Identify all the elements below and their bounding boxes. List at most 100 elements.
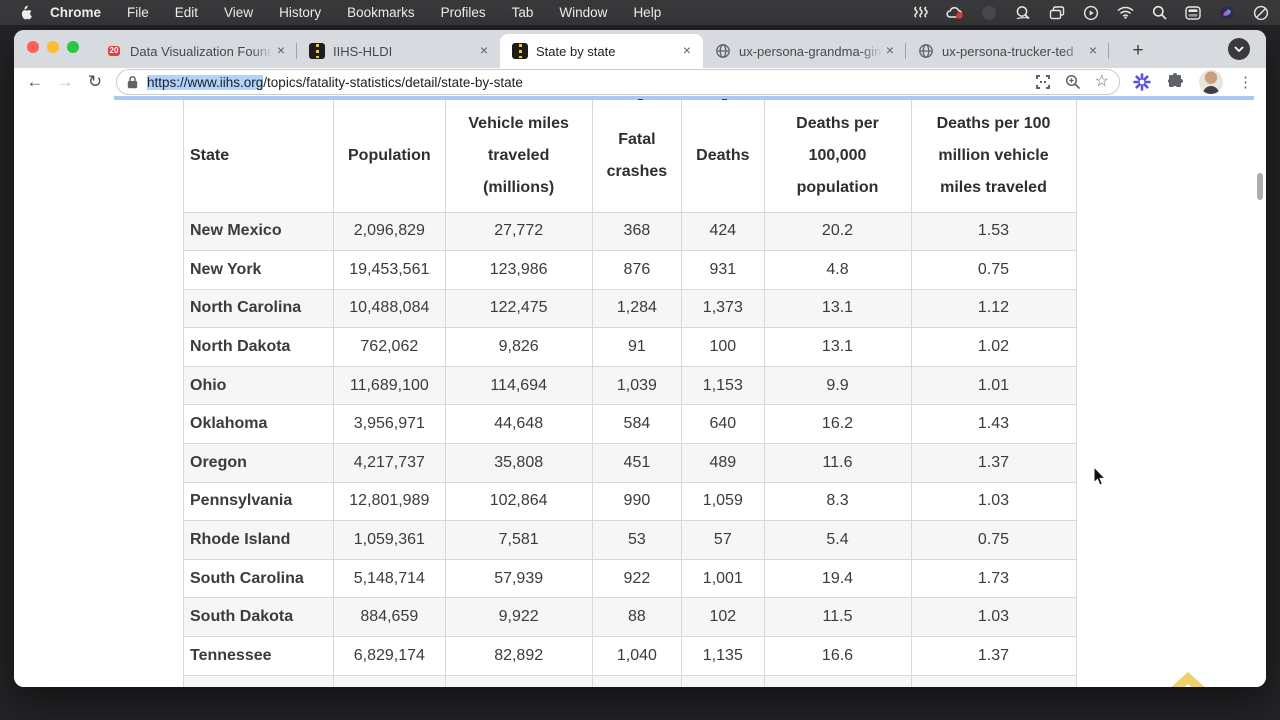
value-cell: 0.75 xyxy=(910,520,1077,560)
url-text[interactable]: https://www.iihs.org/topics/fatality-sta… xyxy=(147,74,1027,90)
bookmark-star-icon[interactable]: ☆ xyxy=(1094,73,1109,90)
wifi-icon[interactable] xyxy=(1116,4,1134,22)
reload-button[interactable]: ↻ xyxy=(87,72,103,91)
column-header: Deaths xyxy=(681,100,765,213)
zoom-in-icon[interactable] xyxy=(1065,74,1081,90)
close-tab-icon[interactable]: × xyxy=(682,42,692,58)
value-cell xyxy=(910,674,1077,687)
tab-title: Data Visualization Founda xyxy=(130,43,273,59)
cloud-notification-icon[interactable] xyxy=(946,4,964,22)
menu-item-file[interactable]: File xyxy=(127,5,149,20)
value-cell: 91 xyxy=(591,327,683,367)
spotlight-search-icon[interactable] xyxy=(1150,4,1168,22)
scroll-to-top-icon[interactable] xyxy=(1162,664,1214,687)
value-cell: 11.6 xyxy=(763,443,912,483)
color-app-icon[interactable] xyxy=(1218,4,1236,22)
state-cell: North Carolina xyxy=(183,288,334,329)
value-cell: 27,772 xyxy=(444,211,593,252)
table-row: Oregon 4,217,737 35,808 451 489 11.6 1.37 xyxy=(183,443,1077,483)
tab-search-button[interactable] xyxy=(1228,38,1250,60)
table-row: Rhode Island 1,059,361 7,581 53 57 5.4 0.75 xyxy=(183,520,1077,560)
do-not-disturb-icon[interactable] xyxy=(1252,4,1270,22)
extensions-puzzle-icon[interactable] xyxy=(1166,73,1184,91)
value-cell: 57 xyxy=(681,520,765,560)
menu-item-window[interactable]: Window xyxy=(559,5,608,20)
table-header-row: State Population Vehicle miles traveled (m… xyxy=(183,100,1077,213)
menu-item-tab[interactable]: Tab xyxy=(511,5,534,20)
value-cell: 19.4 xyxy=(763,558,912,599)
value-cell: 424 xyxy=(681,211,765,252)
menu-item-chrome[interactable]: Chrome xyxy=(50,5,102,20)
tab-data-visualization[interactable]: 20 Data Visualization Founda × xyxy=(94,34,297,68)
value-cell: 53 xyxy=(591,520,683,560)
menu-item-profiles[interactable]: Profiles xyxy=(440,5,486,20)
tab-iihs-hldi[interactable]: IIHS-HLDI × xyxy=(297,34,500,68)
extension-asterisk-icon[interactable] xyxy=(1133,73,1151,91)
back-button[interactable]: ← xyxy=(26,72,44,91)
value-cell: 10,488,084 xyxy=(333,288,446,329)
state-cell: Tennessee xyxy=(183,636,334,676)
value-cell: 451 xyxy=(591,443,683,483)
value-cell: 82,892 xyxy=(444,636,593,676)
close-tab-icon[interactable]: × xyxy=(276,42,286,58)
media-frame-icon[interactable] xyxy=(1035,74,1051,90)
value-cell: 123,986 xyxy=(444,250,593,290)
state-cell: South Carolina xyxy=(183,558,334,599)
close-tab-icon[interactable]: × xyxy=(1088,42,1098,58)
value-cell: 100 xyxy=(681,327,765,367)
dimmed-circle-icon[interactable] xyxy=(980,4,998,22)
value-cell: 57,939 xyxy=(444,558,593,599)
forward-button[interactable]: → xyxy=(56,72,74,91)
menu-item-help[interactable]: Help xyxy=(633,5,662,20)
tab-ux-persona-grandma[interactable]: ux-persona-grandma-gin × xyxy=(703,34,906,68)
table-row: New Mexico 2,096,829 27,772 368 424 20.2 1.53 xyxy=(183,211,1077,252)
lock-icon xyxy=(127,75,138,89)
state-cell: North Dakota xyxy=(183,327,334,367)
state-cell: Ohio xyxy=(183,365,334,406)
tab-separator xyxy=(1108,43,1109,59)
apple-menu[interactable] xyxy=(18,5,32,21)
address-bar[interactable]: https://www.iihs.org/topics/fatality-sta… xyxy=(116,69,1120,95)
new-tab-button[interactable]: + xyxy=(1132,40,1144,61)
apple-logo-icon xyxy=(21,5,32,19)
table-row xyxy=(183,674,1077,687)
value-cell: 1.37 xyxy=(910,636,1077,676)
menu-item-bookmarks[interactable]: Bookmarks xyxy=(347,5,415,20)
value-cell: 1,001 xyxy=(681,558,765,599)
tab-ux-persona-trucker[interactable]: ux-persona-trucker-ted × xyxy=(906,34,1109,68)
close-tab-icon[interactable]: × xyxy=(479,42,489,58)
table-row: Ohio 11,689,100 114,694 1,039 1,153 9.9 1.01 xyxy=(183,365,1077,406)
menu-status-icons xyxy=(912,0,1270,25)
state-cell: South Dakota xyxy=(183,597,334,638)
windows-stack-icon[interactable] xyxy=(1048,4,1066,22)
zoom-window-button[interactable] xyxy=(67,41,79,53)
value-cell: 122,475 xyxy=(444,288,593,329)
control-center-icon[interactable] xyxy=(1184,4,1202,22)
play-circle-icon[interactable] xyxy=(1082,4,1100,22)
column-header: Population xyxy=(333,100,446,213)
calendar-20-icon: 20 xyxy=(106,43,122,59)
close-window-button[interactable] xyxy=(27,41,39,53)
table-row: North Carolina 10,488,084 122,475 1,284 1,37… xyxy=(183,288,1077,329)
tab-title: State by state xyxy=(536,43,616,59)
value-cell: 7,581 xyxy=(444,520,593,560)
menu-item-view[interactable]: View xyxy=(224,5,254,20)
profile-avatar[interactable] xyxy=(1199,70,1223,94)
tab-state-by-state[interactable]: State by state × xyxy=(500,34,703,68)
state-cell: Oregon xyxy=(183,443,334,483)
menu-item-history[interactable]: History xyxy=(279,5,322,20)
vertical-scrollbar[interactable] xyxy=(1257,173,1263,200)
value-cell: 13.1 xyxy=(763,288,912,329)
browser-menu-icon[interactable]: ⋮ xyxy=(1238,73,1253,91)
column-header: Deaths per 100 million vehicle miles tra… xyxy=(910,100,1077,213)
close-tab-icon[interactable]: × xyxy=(885,42,895,58)
value-cell: 1,373 xyxy=(681,288,765,329)
value-cell: 1.02 xyxy=(910,327,1077,367)
minimize-window-button[interactable] xyxy=(47,41,59,53)
state-cell: Pennsylvania xyxy=(183,481,334,522)
waves-icon[interactable] xyxy=(912,4,930,22)
value-cell: 1.53 xyxy=(910,211,1077,252)
menu-item-edit[interactable]: Edit xyxy=(174,5,199,20)
value-cell: 876 xyxy=(591,250,683,290)
zoom-lens-icon[interactable] xyxy=(1014,4,1032,22)
